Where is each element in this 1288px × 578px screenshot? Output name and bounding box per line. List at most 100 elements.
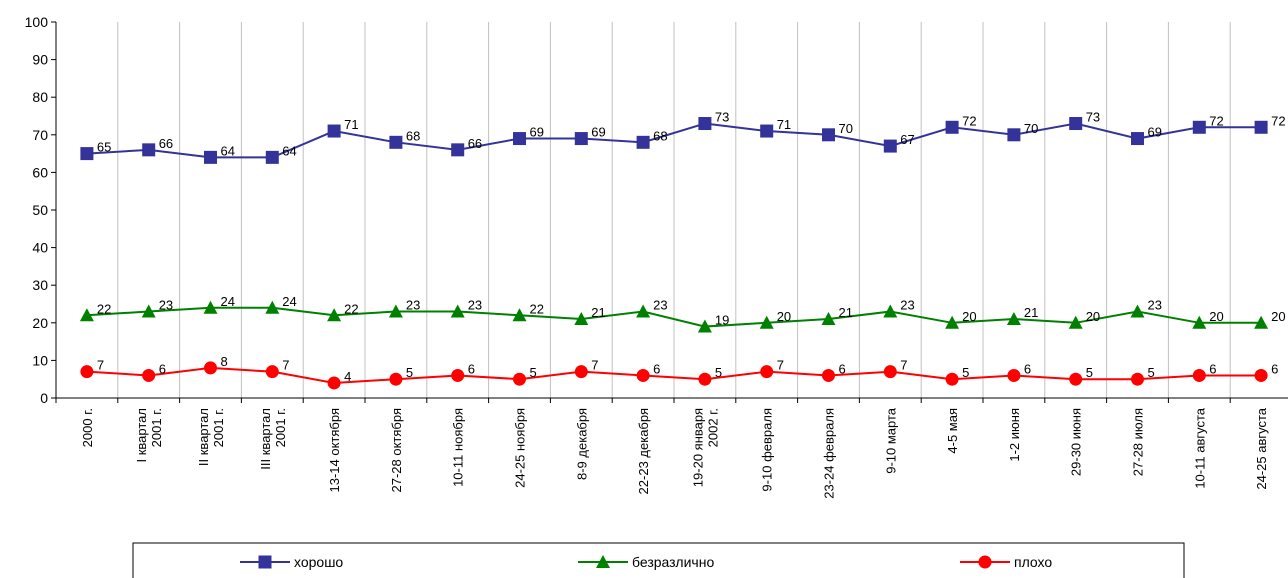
series-line: [86, 306, 1262, 328]
x-tick-label: 8-9 декабря: [574, 408, 589, 480]
data-label: 22: [530, 301, 544, 316]
x-tick-label: III квартал2001 г.: [258, 408, 288, 470]
data-label: 22: [97, 301, 111, 316]
y-tick-label: 80: [32, 89, 48, 105]
marker: [945, 120, 959, 134]
y-tick-label: 70: [32, 127, 48, 143]
data-label: 5: [1086, 365, 1093, 380]
y-tick-label: 100: [25, 14, 49, 30]
marker: [203, 300, 218, 314]
data-label: 73: [715, 110, 729, 125]
data-label: 20: [1209, 309, 1223, 324]
data-label: 21: [591, 305, 605, 320]
data-label: 8: [221, 354, 228, 369]
marker: [204, 150, 217, 164]
data-label: 19: [715, 313, 729, 328]
marker: [596, 555, 610, 568]
data-label: 69: [591, 125, 605, 140]
marker: [450, 304, 465, 318]
marker: [1131, 372, 1144, 386]
marker: [574, 132, 588, 146]
marker: [451, 368, 465, 382]
legend-label: плохо: [1014, 554, 1052, 570]
marker: [1192, 368, 1206, 382]
data-label: 20: [1086, 309, 1100, 324]
marker: [822, 368, 835, 382]
marker: [883, 139, 897, 153]
x-tick-label: I квартал2001 г.: [134, 408, 164, 462]
x-tick-label: 1-2 июня: [1007, 408, 1022, 462]
data-label: 6: [653, 361, 660, 376]
marker: [1254, 315, 1269, 329]
marker: [1007, 368, 1021, 382]
data-label: 5: [1148, 365, 1155, 380]
data-label: 5: [530, 365, 537, 380]
marker: [698, 117, 712, 131]
marker: [1130, 304, 1145, 318]
marker: [1131, 132, 1144, 146]
data-label: 23: [468, 298, 482, 313]
data-label: 7: [777, 358, 784, 373]
data-label: 72: [1271, 113, 1285, 128]
x-tick-label: 10-11 ноября: [451, 408, 466, 487]
data-label: 72: [1209, 113, 1223, 128]
data-label: 5: [962, 365, 969, 380]
x-tick-label: 24-25 ноября: [513, 408, 528, 488]
marker: [258, 555, 272, 569]
data-label: 7: [282, 358, 289, 373]
x-tick-label: 22-23 декабря: [636, 408, 651, 494]
data-label: 6: [1271, 361, 1278, 376]
x-tick-label: 13-14 октября: [327, 408, 342, 493]
x-tick-label: 24-25 августа: [1254, 407, 1269, 489]
y-tick-label: 60: [32, 164, 48, 180]
x-tick-label: 27-28 октября: [389, 408, 404, 493]
y-tick-label: 30: [32, 277, 48, 293]
marker: [327, 124, 341, 138]
marker: [142, 368, 156, 382]
legend-label: хорошо: [294, 554, 343, 570]
x-tick-label: 9-10 марта: [883, 407, 898, 474]
y-tick-label: 50: [32, 202, 48, 218]
x-tick-label: 4-5 мая: [945, 408, 960, 454]
marker: [512, 308, 527, 322]
data-label: 23: [900, 298, 914, 313]
data-label: 24: [282, 294, 296, 309]
x-tick-label: 27-28 июля: [1131, 408, 1146, 476]
y-tick-label: 20: [32, 315, 48, 331]
marker: [1007, 128, 1021, 142]
x-tick-label: 23-24 февраля: [822, 408, 837, 499]
marker: [759, 315, 774, 329]
marker: [265, 365, 279, 379]
marker: [141, 304, 156, 318]
data-label: 66: [159, 136, 173, 151]
marker: [821, 312, 836, 326]
marker: [265, 300, 280, 314]
data-label: 65: [97, 140, 111, 155]
marker: [1006, 312, 1021, 326]
x-tick-label: 9-10 февраля: [760, 408, 775, 492]
data-label: 64: [282, 143, 296, 158]
data-label: 5: [406, 365, 413, 380]
marker: [265, 150, 279, 164]
marker: [1069, 372, 1083, 386]
marker: [883, 365, 897, 379]
marker: [1254, 120, 1268, 134]
data-label: 6: [468, 361, 475, 376]
marker: [883, 304, 898, 318]
x-tick-label: 10-11 августа: [1192, 407, 1207, 488]
marker: [636, 304, 651, 318]
data-label: 22: [344, 301, 358, 316]
data-label: 6: [159, 361, 166, 376]
data-label: 6: [839, 361, 846, 376]
marker: [574, 312, 589, 326]
data-label: 23: [1148, 298, 1162, 313]
series-line: [86, 122, 1262, 159]
y-tick-label: 90: [32, 52, 48, 68]
legend-label: безразлично: [632, 554, 714, 570]
marker: [1068, 315, 1083, 329]
data-label: 72: [962, 113, 976, 128]
data-label: 70: [1024, 121, 1038, 136]
marker: [513, 132, 526, 146]
data-label: 7: [591, 358, 598, 373]
